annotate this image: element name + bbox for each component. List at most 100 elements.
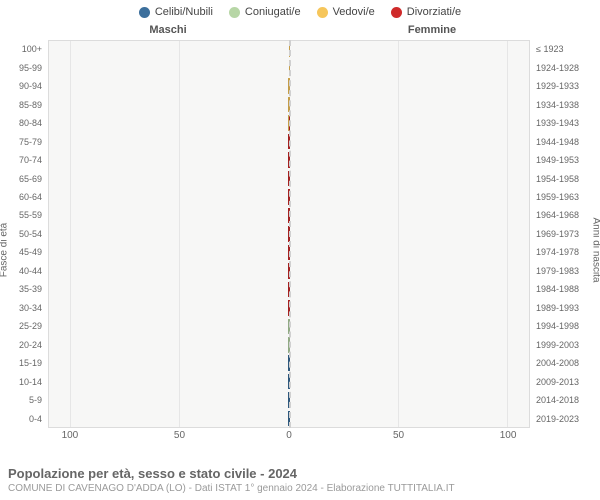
birth-label: ≤ 1923 bbox=[532, 40, 600, 58]
population-pyramid-chart: Celibi/Nubili Coniugati/e Vedovi/e Divorzia… bbox=[0, 0, 600, 500]
male-side bbox=[48, 225, 289, 243]
age-label: 80-84 bbox=[0, 114, 46, 132]
female-side bbox=[289, 336, 530, 354]
female-side bbox=[289, 372, 530, 390]
x-tick: 100 bbox=[62, 430, 79, 441]
axis-title-right: Anni di nascita bbox=[591, 217, 600, 282]
female-side bbox=[289, 262, 530, 280]
birth-label: 2014-2018 bbox=[532, 391, 600, 409]
age-label: 15-19 bbox=[0, 354, 46, 372]
legend-label: Divorziati/e bbox=[407, 6, 461, 18]
age-label: 95-99 bbox=[0, 58, 46, 76]
female-side bbox=[289, 280, 530, 298]
male-side bbox=[48, 262, 289, 280]
female-side bbox=[289, 95, 530, 113]
legend-swatch bbox=[229, 7, 240, 18]
plot-area bbox=[48, 40, 530, 428]
male-side bbox=[48, 409, 289, 427]
age-label: 5-9 bbox=[0, 391, 46, 409]
header-female: Femmine bbox=[300, 24, 600, 36]
male-side bbox=[48, 372, 289, 390]
age-label: 85-89 bbox=[0, 95, 46, 113]
birth-label: 1924-1928 bbox=[532, 58, 600, 76]
footer: Popolazione per età, sesso e stato civil… bbox=[8, 466, 592, 494]
male-side bbox=[48, 40, 289, 58]
center-line bbox=[289, 40, 291, 428]
female-side bbox=[289, 77, 530, 95]
male-side bbox=[48, 336, 289, 354]
x-tick: 50 bbox=[393, 430, 404, 441]
age-label: 20-24 bbox=[0, 336, 46, 354]
male-side bbox=[48, 354, 289, 372]
legend-label: Vedovi/e bbox=[333, 6, 375, 18]
female-side bbox=[289, 225, 530, 243]
male-side bbox=[48, 95, 289, 113]
male-side bbox=[48, 77, 289, 95]
male-side bbox=[48, 188, 289, 206]
male-side bbox=[48, 132, 289, 150]
age-label: 35-39 bbox=[0, 280, 46, 298]
x-axis-ticks: 100 50 0 50 100 bbox=[48, 430, 530, 444]
female-side bbox=[289, 188, 530, 206]
age-label: 65-69 bbox=[0, 169, 46, 187]
legend-label: Coniugati/e bbox=[245, 6, 301, 18]
birth-label: 1989-1993 bbox=[532, 299, 600, 317]
column-headers: Maschi Femmine bbox=[0, 24, 600, 36]
female-side bbox=[289, 151, 530, 169]
legend-item: Divorziati/e bbox=[391, 6, 461, 18]
age-label: 90-94 bbox=[0, 77, 46, 95]
axis-title-left: Fasce di età bbox=[0, 223, 10, 277]
female-side bbox=[289, 40, 530, 58]
birth-label: 1959-1963 bbox=[532, 188, 600, 206]
chart-title: Popolazione per età, sesso e stato civil… bbox=[8, 466, 592, 481]
female-side bbox=[289, 114, 530, 132]
birth-label: 1934-1938 bbox=[532, 95, 600, 113]
age-label: 0-4 bbox=[0, 409, 46, 427]
legend-item: Coniugati/e bbox=[229, 6, 301, 18]
birth-label: 1939-1943 bbox=[532, 114, 600, 132]
x-tick: 50 bbox=[174, 430, 185, 441]
male-side bbox=[48, 151, 289, 169]
birth-label: 1949-1953 bbox=[532, 151, 600, 169]
male-side bbox=[48, 317, 289, 335]
birth-label: 1999-2003 bbox=[532, 336, 600, 354]
male-side bbox=[48, 243, 289, 261]
legend-swatch bbox=[139, 7, 150, 18]
legend: Celibi/Nubili Coniugati/e Vedovi/e Divorzia… bbox=[0, 0, 600, 20]
male-side bbox=[48, 58, 289, 76]
age-label: 60-64 bbox=[0, 188, 46, 206]
age-label: 75-79 bbox=[0, 132, 46, 150]
female-side bbox=[289, 169, 530, 187]
female-side bbox=[289, 243, 530, 261]
header-male: Maschi bbox=[0, 24, 300, 36]
age-label: 25-29 bbox=[0, 317, 46, 335]
birth-label: 1984-1988 bbox=[532, 280, 600, 298]
age-label: 10-14 bbox=[0, 372, 46, 390]
female-side bbox=[289, 409, 530, 427]
female-side bbox=[289, 354, 530, 372]
legend-item: Celibi/Nubili bbox=[139, 6, 213, 18]
birth-label: 1929-1933 bbox=[532, 77, 600, 95]
legend-label: Celibi/Nubili bbox=[155, 6, 213, 18]
male-side bbox=[48, 299, 289, 317]
legend-swatch bbox=[391, 7, 402, 18]
female-side bbox=[289, 391, 530, 409]
legend-swatch bbox=[317, 7, 328, 18]
female-side bbox=[289, 299, 530, 317]
legend-item: Vedovi/e bbox=[317, 6, 375, 18]
age-label: 100+ bbox=[0, 40, 46, 58]
male-side bbox=[48, 391, 289, 409]
male-side bbox=[48, 114, 289, 132]
female-side bbox=[289, 132, 530, 150]
chart-subtitle: COMUNE DI CAVENAGO D'ADDA (LO) - Dati IS… bbox=[8, 483, 592, 494]
female-side bbox=[289, 317, 530, 335]
age-label: 70-74 bbox=[0, 151, 46, 169]
birth-label: 2019-2023 bbox=[532, 409, 600, 427]
female-side bbox=[289, 58, 530, 76]
male-side bbox=[48, 169, 289, 187]
x-tick: 100 bbox=[500, 430, 517, 441]
birth-label: 2009-2013 bbox=[532, 372, 600, 390]
x-tick: 0 bbox=[286, 430, 292, 441]
birth-label: 2004-2008 bbox=[532, 354, 600, 372]
male-side bbox=[48, 206, 289, 224]
